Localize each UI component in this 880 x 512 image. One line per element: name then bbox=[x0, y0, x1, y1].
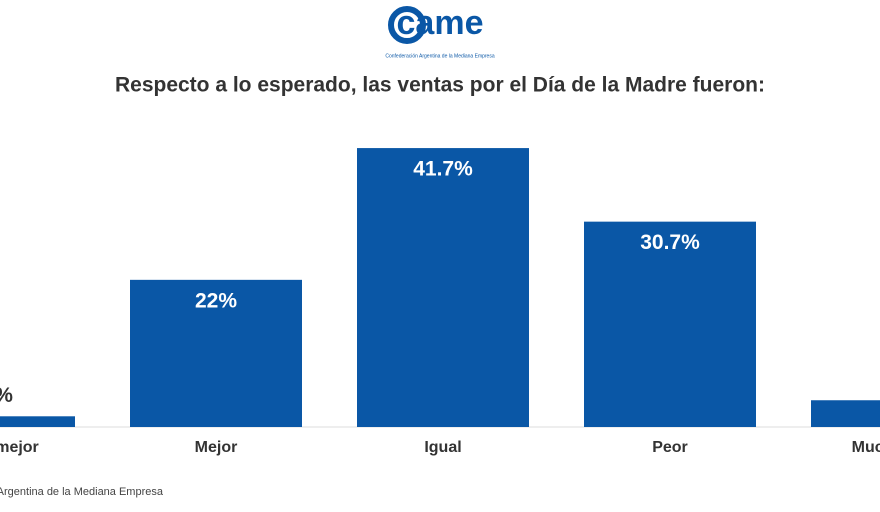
bar bbox=[584, 221, 756, 427]
bar bbox=[811, 400, 880, 427]
x-tick-label: Mucho peor bbox=[852, 439, 880, 456]
x-tick-label: Igual bbox=[424, 439, 461, 456]
x-tick-label: Peor bbox=[652, 439, 688, 456]
bar bbox=[130, 279, 302, 427]
x-tick-label: Mejor bbox=[195, 439, 238, 456]
value-label: 22% bbox=[195, 289, 237, 312]
bar bbox=[357, 148, 529, 427]
logo: came Confederación Argentina de la Media… bbox=[385, 4, 494, 59]
value-label: 1.6% bbox=[0, 384, 13, 407]
source-note: Fuente: Confederación Argentina de la Me… bbox=[0, 486, 164, 498]
logo-text: came bbox=[397, 4, 484, 42]
logo-ring bbox=[388, 6, 426, 44]
chart-title: Respecto a lo esperado, las ventas por e… bbox=[115, 74, 765, 97]
value-label: 30.7% bbox=[640, 231, 700, 254]
bar bbox=[0, 416, 75, 427]
value-label: 41.7% bbox=[413, 158, 473, 181]
logo-caption: Confederación Argentina de la Mediana Em… bbox=[385, 53, 494, 59]
x-tick-label: Mucho mejor bbox=[0, 439, 39, 456]
